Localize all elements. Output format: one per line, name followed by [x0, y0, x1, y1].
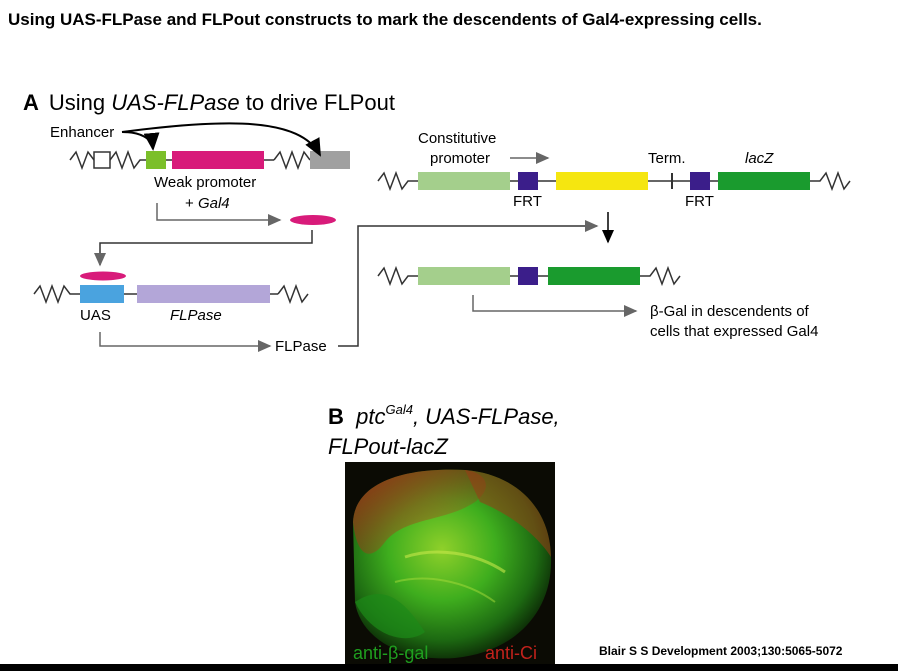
lacz-expression-arrow — [472, 295, 638, 317]
panel-b-gene: ptc — [356, 404, 386, 429]
uas-label: UAS — [80, 307, 111, 324]
excised-lacz-box — [548, 267, 640, 285]
result-label-line1: β-Gal in descendents of — [650, 303, 809, 320]
plus-gal4-italic: Gal4 — [197, 195, 230, 212]
panel-b-superscript: Gal4 — [385, 402, 413, 417]
constitutive-label: Constitutive — [418, 130, 497, 147]
panel-a-title: A Using UAS-FLPase to drive FLPout — [23, 90, 395, 116]
gal4-expression-arrow — [156, 203, 282, 226]
uas-box — [80, 285, 124, 303]
enhancer-construct — [69, 149, 350, 171]
weak-promoter-box — [146, 151, 166, 169]
stop-cassette-box — [556, 172, 648, 190]
gal4-bound — [80, 271, 126, 281]
excised-flpout-construct — [377, 265, 681, 287]
panel-b-title-line2: FLPout-lacZ — [328, 434, 448, 459]
panel-a-title-prefix: Using — [48, 90, 112, 115]
terminator-label: Term. — [648, 150, 686, 167]
flpase-gene-box — [137, 285, 270, 303]
open-box — [93, 151, 111, 169]
flpout-construct — [377, 170, 851, 192]
excised-zigzag-left — [377, 265, 418, 287]
wing-disc-micrograph: anti-β-gal anti-Ci — [345, 462, 555, 664]
enhancer-label: Enhancer — [50, 124, 115, 141]
excised-promoter-box — [418, 267, 510, 285]
uas-to-flpase-arrow — [99, 332, 272, 352]
frt-label-1: FRT — [513, 193, 542, 210]
plus-gal4-label: + Gal4 — [185, 195, 230, 212]
slide-title: Using UAS-FLPase and FLPout constructs t… — [8, 10, 762, 29]
plus-gal4-prefix: + — [185, 195, 198, 212]
constitutive-promoter-box — [418, 172, 510, 190]
zigzag-left — [69, 150, 95, 171]
wing-disc-image — [345, 462, 555, 664]
flpout-zigzag-left — [377, 170, 418, 192]
flpase-gene-label: FLPase — [170, 307, 222, 324]
enhancer-arrow-short — [121, 131, 160, 151]
panel-a-title-italic: UAS-FLPase — [111, 90, 240, 115]
zigzag-mid — [109, 149, 146, 171]
promoter-label: promoter — [430, 150, 491, 167]
flpase-to-flpout-arrow — [338, 220, 599, 347]
gal4-to-uas-arrow — [94, 230, 313, 267]
uas-flpase-construct — [33, 271, 309, 305]
frt-box-1 — [518, 172, 538, 190]
enhancer-arrow-long — [121, 122, 321, 157]
panel-b-title: B ptcGal4, UAS-FLPase, FLPout-lacZ — [328, 395, 560, 462]
flpout-zigzag-right — [810, 170, 851, 192]
panel-a-title-suffix: to drive FLPout — [239, 90, 395, 115]
uas-zigzag-left — [33, 283, 80, 305]
panel-b-letter: B — [328, 404, 344, 429]
gray-gene-box — [310, 151, 350, 169]
excised-frt-box — [518, 267, 538, 285]
zigzag-right — [273, 149, 311, 171]
uas-zigzag-right — [277, 283, 309, 305]
result-label-line2: cells that expressed Gal4 — [650, 323, 819, 340]
flpase-product-label: FLPase — [275, 338, 327, 355]
lacz-label: lacZ — [745, 150, 774, 167]
bottom-bar — [0, 664, 898, 671]
panel-b-title-line1: B ptcGal4, UAS-FLPase, — [328, 395, 560, 432]
citation: Blair S S Development 2003;130:5065-5072 — [599, 644, 843, 658]
lacz-gene-box — [718, 172, 810, 190]
gal4-protein — [290, 215, 336, 225]
excised-zigzag-right — [640, 265, 681, 287]
gal4-gene-box — [172, 151, 264, 169]
weak-promoter-label: Weak promoter — [154, 174, 257, 191]
frt-label-2: FRT — [685, 193, 714, 210]
panel-a-letter: A — [23, 90, 39, 115]
stain-red-label: anti-Ci — [485, 643, 538, 663]
frt-box-2 — [690, 172, 710, 190]
panel-b-line1-rest: , UAS-FLPase, — [412, 404, 560, 429]
stain-green-label: anti-β-gal — [353, 643, 429, 663]
